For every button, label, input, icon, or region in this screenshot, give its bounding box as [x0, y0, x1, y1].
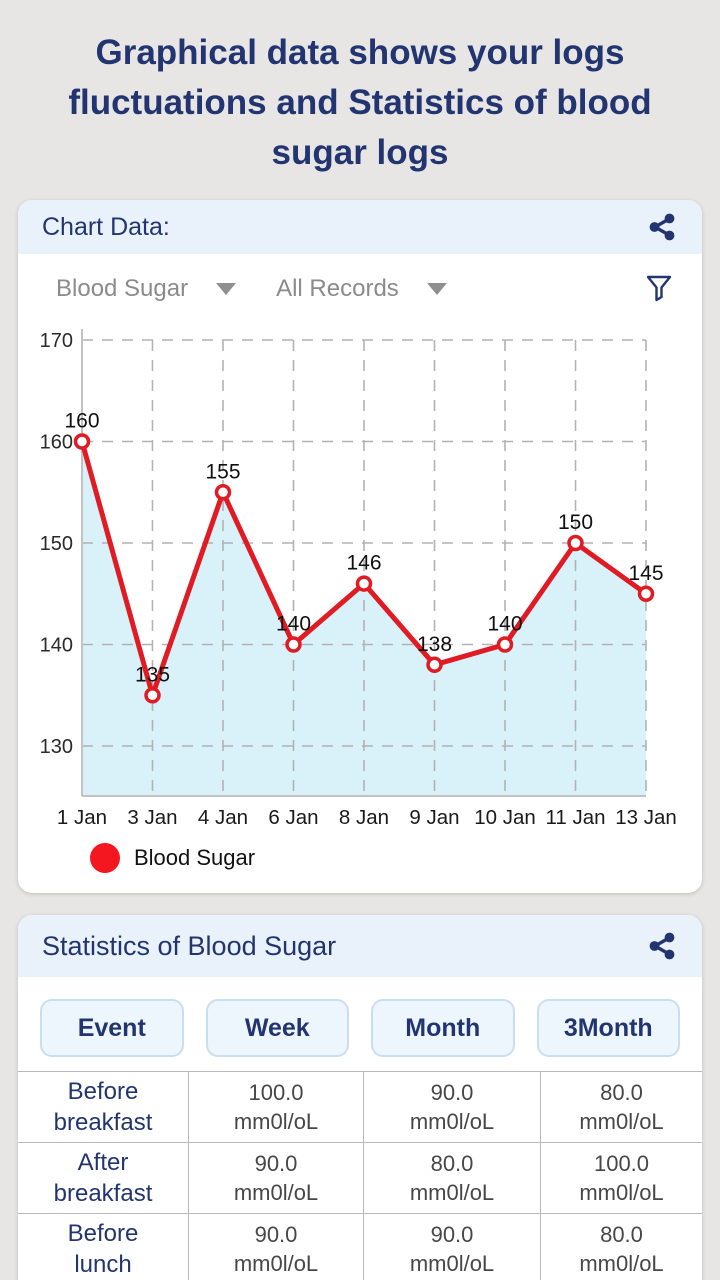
svg-text:138: 138 — [417, 633, 452, 656]
cell-unit: mm0l/oL — [579, 1251, 664, 1276]
table-cell: 80.0 mm0l/oL — [540, 1072, 702, 1142]
svg-text:1 Jan: 1 Jan — [57, 806, 107, 829]
cell-value: 80.0 — [430, 1151, 474, 1176]
table-cell: 90.0 mm0l/oL — [363, 1214, 540, 1280]
tab-week[interactable]: Week — [205, 999, 349, 1057]
tab-3month[interactable]: 3Month — [536, 999, 680, 1057]
table-row: After breakfast 90.0 mm0l/oL 80.0 mm0l/o… — [18, 1143, 702, 1214]
chevron-down-icon[interactable] — [426, 283, 447, 295]
svg-text:130: 130 — [40, 736, 73, 758]
svg-text:140: 140 — [276, 613, 311, 636]
table-cell: 100.0 mm0l/oL — [540, 1143, 702, 1213]
svg-text:170: 170 — [40, 330, 73, 352]
cell-value: 80.0 — [600, 1222, 643, 1247]
svg-text:150: 150 — [40, 533, 73, 555]
cell-unit: mm0l/oL — [233, 1251, 319, 1276]
tab-event[interactable]: Event — [40, 999, 184, 1057]
table-cell: 90.0 mm0l/oL — [363, 1072, 540, 1142]
page-title: Graphical data shows your logs fluctuati… — [68, 33, 652, 172]
table-cell: 80.0 mm0l/oL — [540, 1214, 702, 1280]
metric-dropdown[interactable]: Blood Sugar — [56, 275, 189, 302]
statistics-card: Statistics of Blood Sugar Event Week Mon… — [18, 915, 702, 1280]
blood-sugar-chart: 130 140 150 160 170 1 Jan 3 Jan 4 Jan 6 Jan 8 Jan… — [40, 329, 677, 829]
cell-unit: mm0l/oL — [233, 1109, 319, 1134]
share-button[interactable] — [646, 211, 678, 243]
chart-card-title: Chart Data: — [42, 212, 170, 241]
filter-icon — [646, 275, 672, 302]
row-label: After breakfast — [53, 1149, 153, 1207]
svg-text:150: 150 — [558, 511, 593, 534]
stats-tabs: Event Week Month 3Month — [18, 977, 702, 1057]
svg-text:160: 160 — [64, 410, 99, 433]
table-cell: 80.0 mm0l/oL — [363, 1143, 540, 1213]
svg-text:9 Jan: 9 Jan — [409, 806, 459, 829]
cell-unit: mm0l/oL — [409, 1109, 495, 1134]
cell-value: 90.0 — [430, 1222, 474, 1247]
cell-value: 90.0 — [254, 1151, 298, 1176]
svg-text:4 Jan: 4 Jan — [198, 806, 248, 829]
svg-text:140: 140 — [40, 635, 73, 657]
share-icon — [649, 213, 675, 241]
chevron-down-icon[interactable] — [216, 283, 237, 295]
cell-value: 80.0 — [600, 1080, 643, 1105]
table-row: Before lunch 90.0 mm0l/oL 90.0 mm0l/oL 8… — [18, 1214, 702, 1280]
svg-text:10 Jan: 10 Jan — [474, 806, 536, 829]
row-label: Before lunch — [67, 1220, 139, 1278]
share-icon — [649, 932, 675, 960]
svg-text:13 Jan: 13 Jan — [615, 806, 677, 829]
filter-button[interactable] — [642, 272, 676, 306]
statistics-card-header: Statistics of Blood Sugar — [18, 915, 702, 977]
svg-text:3 Jan: 3 Jan — [127, 806, 177, 829]
cell-unit: mm0l/oL — [233, 1180, 319, 1205]
svg-text:146: 146 — [346, 552, 381, 575]
table-cell: 90.0 mm0l/oL — [188, 1143, 363, 1213]
cell-unit: mm0l/oL — [409, 1180, 495, 1205]
legend-label: Blood Sugar — [134, 845, 256, 870]
table-row: Before breakfast 100.0 mm0l/oL 90.0 mm0l… — [18, 1072, 702, 1143]
chart-controls: Blood Sugar All Records — [18, 254, 702, 306]
row-label: Before breakfast — [53, 1078, 153, 1136]
svg-text:160: 160 — [40, 432, 73, 454]
stats-table: Before breakfast 100.0 mm0l/oL 90.0 mm0l… — [18, 1071, 702, 1280]
legend-dot-icon — [90, 843, 120, 873]
svg-text:135: 135 — [135, 663, 170, 686]
svg-text:6 Jan: 6 Jan — [268, 806, 318, 829]
table-cell: 100.0 mm0l/oL — [188, 1072, 363, 1142]
svg-text:8 Jan: 8 Jan — [339, 806, 389, 829]
cell-unit: mm0l/oL — [579, 1180, 664, 1205]
svg-text:11 Jan: 11 Jan — [545, 806, 605, 829]
cell-unit: mm0l/oL — [409, 1251, 495, 1276]
chart-card-header: Chart Data: — [18, 200, 702, 254]
tab-month[interactable]: Month — [371, 999, 515, 1057]
range-dropdown[interactable]: All Records — [276, 275, 399, 302]
svg-text:155: 155 — [205, 460, 240, 483]
cell-value: 90.0 — [430, 1080, 474, 1105]
cell-unit: mm0l/oL — [579, 1109, 664, 1134]
cell-value: 90.0 — [254, 1222, 298, 1247]
chart-card: Chart Data: Blood Sugar All Records 130 — [18, 200, 702, 893]
cell-value: 100.0 — [248, 1080, 304, 1105]
cell-value: 100.0 — [593, 1151, 650, 1176]
table-cell: 90.0 mm0l/oL — [188, 1214, 363, 1280]
chart-legend: Blood Sugar — [18, 837, 702, 893]
share-button[interactable] — [646, 930, 678, 962]
svg-text:145: 145 — [628, 562, 663, 585]
statistics-card-title: Statistics of Blood Sugar — [42, 930, 337, 961]
svg-text:140: 140 — [487, 613, 522, 636]
